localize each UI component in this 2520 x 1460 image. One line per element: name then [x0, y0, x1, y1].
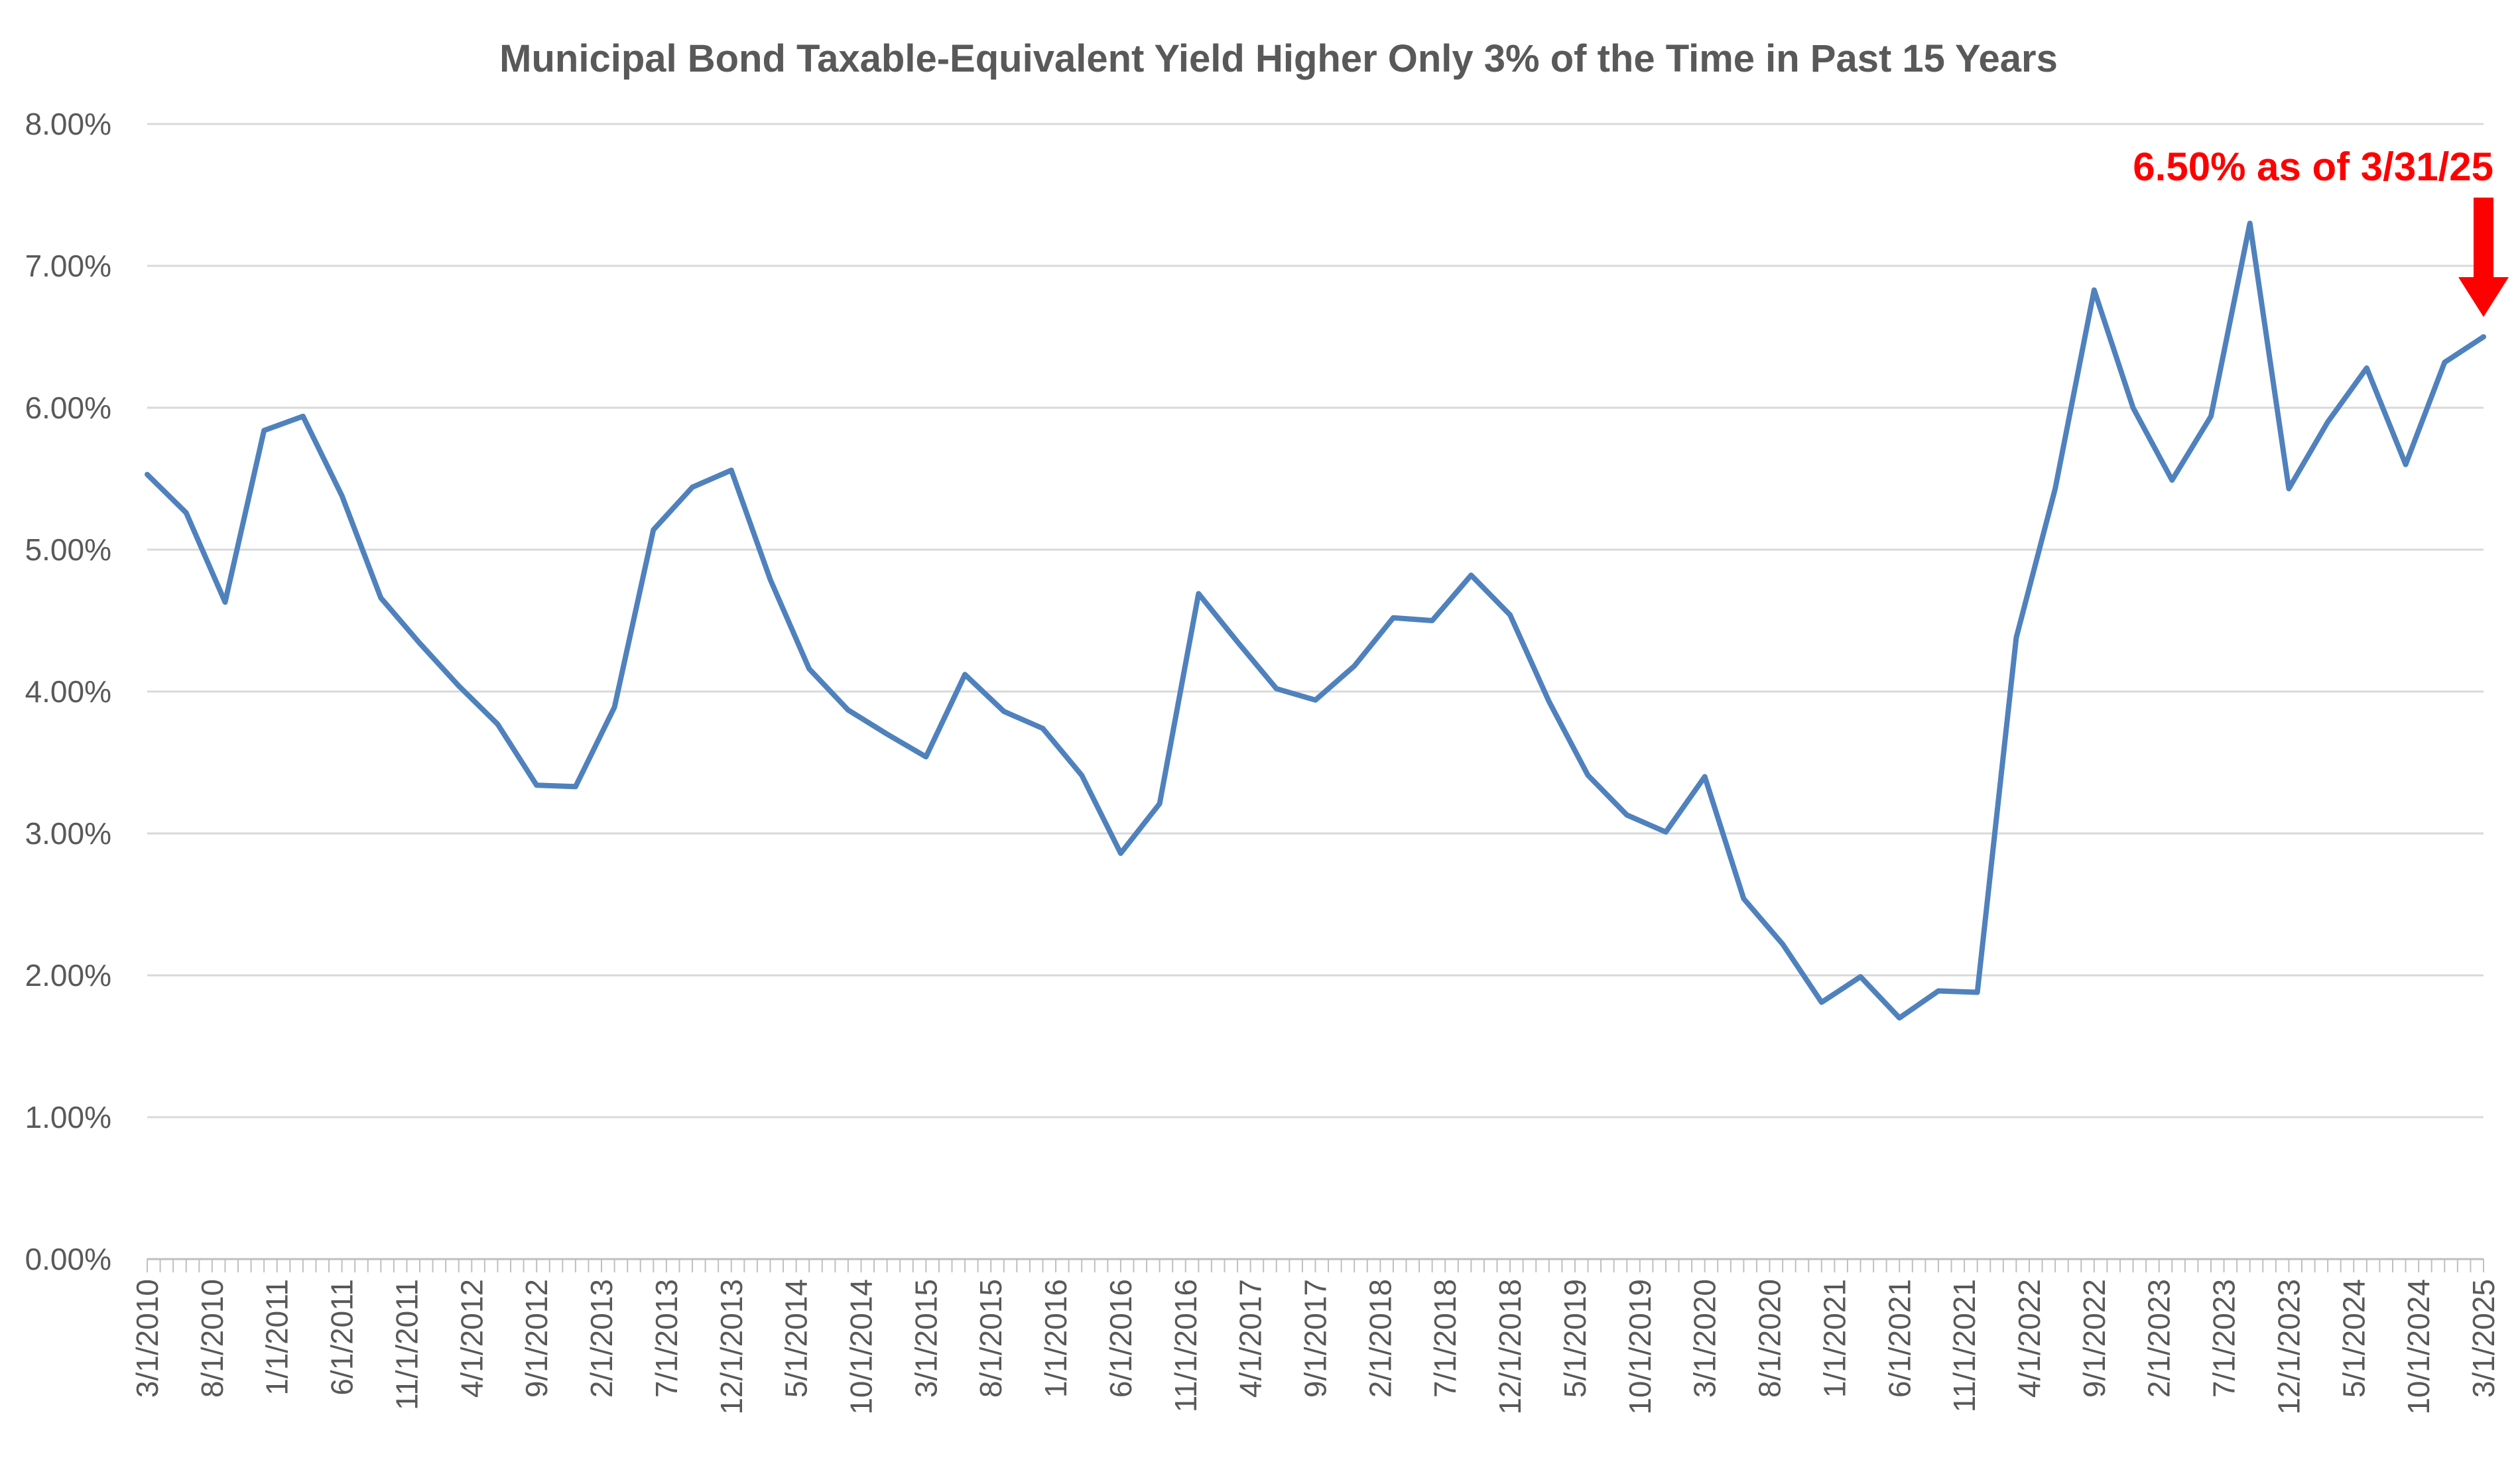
chart-title: Municipal Bond Taxable-Equivalent Yield … [499, 37, 2058, 80]
y-tick-label-5: 5.00% [25, 532, 111, 567]
annotation-arrow-icon [2458, 198, 2509, 317]
x-tick-label-13: 8/1/2015 [974, 1279, 1008, 1398]
y-tick-label-6: 6.00% [25, 391, 111, 425]
data-point-34 [1471, 575, 1472, 576]
x-axis-tick-labels: 3/1/2010 8/1/2010 1/1/2011 6/1/2011 11/1/201… [130, 1279, 2501, 1415]
x-tick-label-17: 4/1/2017 [1233, 1279, 1268, 1398]
x-tick-label-9: 12/1/2013 [714, 1279, 749, 1415]
data-point-27 [1198, 593, 1199, 594]
x-axis-ticks [147, 1259, 2484, 1272]
x-tick-label-34: 5/1/2024 [2336, 1279, 2371, 1398]
x-tick-label-12: 3/1/2015 [909, 1279, 943, 1398]
x-tick-label-5: 4/1/2012 [454, 1279, 489, 1398]
x-tick-label-6: 9/1/2012 [519, 1279, 554, 1398]
x-tick-label-10: 5/1/2014 [779, 1279, 814, 1398]
x-tick-label-26: 1/1/2021 [1817, 1279, 1852, 1398]
x-tick-label-24: 3/1/2020 [1688, 1279, 1722, 1398]
data-point-52 [2172, 480, 2173, 481]
data-point-39 [1665, 831, 1666, 832]
x-tick-label-0: 3/1/2010 [130, 1279, 164, 1398]
x-tick-label-27: 6/1/2021 [1882, 1279, 1917, 1398]
y-tick-label-3: 3.00% [25, 816, 111, 851]
x-tick-label-33: 12/1/2023 [2271, 1279, 2306, 1415]
x-tick-label-35: 10/1/2024 [2401, 1279, 2436, 1415]
y-tick-label-1: 1.00% [25, 1100, 111, 1134]
y-tick-label-7: 7.00% [25, 249, 111, 283]
x-tick-label-18: 9/1/2017 [1298, 1279, 1333, 1398]
x-tick-label-25: 8/1/2020 [1753, 1279, 1787, 1398]
x-tick-label-7: 2/1/2013 [584, 1279, 619, 1398]
data-point-58 [2405, 464, 2406, 465]
x-tick-label-19: 2/1/2018 [1363, 1279, 1397, 1398]
annotation-label: 6.50% as of 3/31/25 [2133, 145, 2493, 189]
x-tick-label-21: 12/1/2018 [1493, 1279, 1527, 1415]
x-tick-label-28: 11/1/2021 [1947, 1279, 1982, 1412]
y-tick-label-2: 2.00% [25, 958, 111, 993]
x-tick-label-23: 10/1/2019 [1623, 1279, 1657, 1415]
data-point-21 [965, 674, 966, 675]
x-tick-label-32: 7/1/2023 [2207, 1279, 2241, 1398]
data-point-29 [1276, 688, 1277, 689]
data-point-57 [2366, 368, 2367, 369]
x-tick-label-20: 7/1/2018 [1428, 1279, 1462, 1398]
data-point-10 [536, 785, 537, 786]
x-tick-label-16: 11/1/2016 [1168, 1279, 1203, 1412]
y-axis-tick-labels: 0.00% 1.00% 2.00% 3.00% 4.00% 5.00% 6.00% 7.00%… [25, 107, 111, 1276]
x-tick-label-8: 7/1/2013 [649, 1279, 684, 1398]
data-point-59 [2444, 362, 2445, 363]
x-tick-label-22: 5/1/2019 [1558, 1279, 1592, 1398]
x-tick-label-11: 10/1/2014 [844, 1279, 878, 1415]
x-tick-label-14: 1/1/2016 [1039, 1279, 1073, 1398]
x-tick-label-4: 11/1/2011 [389, 1279, 424, 1410]
x-tick-label-2: 1/1/2011 [260, 1279, 294, 1396]
y-tick-label-0: 0.00% [25, 1242, 111, 1276]
x-tick-label-1: 8/1/2010 [195, 1279, 229, 1398]
x-tick-label-30: 9/1/2022 [2077, 1279, 2111, 1398]
data-point-23 [1042, 728, 1043, 729]
series-line-taxable-equivalent-yield [145, 220, 2486, 1021]
x-tick-label-29: 4/1/2022 [2012, 1279, 2047, 1398]
data-point-3 [264, 430, 265, 431]
data-point-47 [1977, 992, 1978, 993]
data-point-40 [1704, 776, 1705, 777]
x-tick-label-36: 3/1/2025 [2466, 1279, 2501, 1398]
data-point-9 [497, 724, 498, 725]
x-tick-label-3: 6/1/2011 [325, 1279, 359, 1396]
data-point-48 [2016, 637, 2017, 638]
data-point-11 [575, 786, 576, 787]
x-tick-label-15: 6/1/2016 [1103, 1279, 1138, 1398]
data-point-43 [1821, 1002, 1822, 1003]
data-point-0 [147, 474, 148, 475]
data-point-49 [2055, 488, 2056, 489]
data-point-41 [1743, 898, 1744, 899]
x-tick-label-31: 2/1/2023 [2142, 1279, 2176, 1398]
data-point-17 [809, 668, 810, 669]
gridlines [147, 123, 2484, 1119]
y-tick-label-8: 8.00% [25, 107, 111, 141]
y-tick-label-4: 4.00% [25, 674, 111, 709]
